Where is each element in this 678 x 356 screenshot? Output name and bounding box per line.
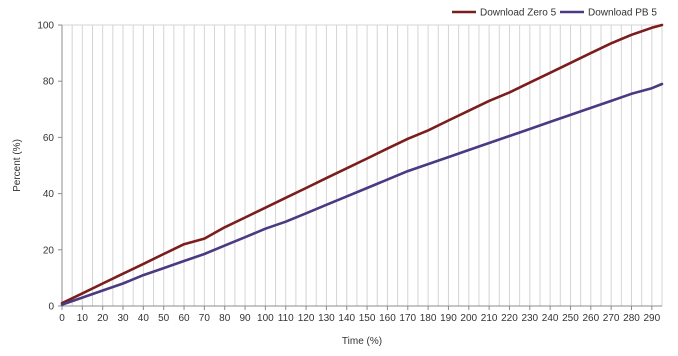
x-tick-label: 200 <box>460 313 477 324</box>
y-tick-label: 80 <box>43 77 55 88</box>
x-tick-label: 250 <box>562 313 579 324</box>
x-tick-label: 190 <box>440 313 457 324</box>
x-tick-label: 240 <box>542 313 559 324</box>
series-lines <box>60 23 664 306</box>
x-tick-label: 280 <box>623 313 640 324</box>
x-tick-label: 260 <box>582 313 599 324</box>
x-tick-label: 220 <box>501 313 518 324</box>
x-tick-label: 40 <box>138 313 150 324</box>
series-line-2 <box>60 82 664 306</box>
x-axis-title: Time (%) <box>342 336 382 347</box>
legend: Download Zero 5 Download PB 5 <box>452 8 657 19</box>
x-tick-label: 160 <box>379 313 396 324</box>
series-line-1 <box>60 23 664 305</box>
x-tick-label: 50 <box>158 313 170 324</box>
y-tick-label: 60 <box>43 133 55 144</box>
x-tick-label: 10 <box>77 313 89 324</box>
x-tick-label: 270 <box>603 313 620 324</box>
x-tick-label: 290 <box>643 313 660 324</box>
legend-label: Download Zero 5 <box>480 8 557 19</box>
x-tick-label: 130 <box>318 313 335 324</box>
x-tick-labels: 0 10 20 30 40 50 60 70 80 90 100 110 120 130 140 150 160… <box>59 306 661 324</box>
y-axis-title: Percent (%) <box>12 139 23 192</box>
x-tick-label: 30 <box>117 313 129 324</box>
y-tick-label: 0 <box>48 302 54 313</box>
x-tick-label: 110 <box>278 313 294 324</box>
legend-label: Download PB 5 <box>588 8 657 19</box>
x-tick-label: 20 <box>97 313 109 324</box>
x-tick-label: 150 <box>359 313 376 324</box>
axes <box>61 25 662 307</box>
x-tick-label: 100 <box>257 313 274 324</box>
y-tick-label: 20 <box>43 245 55 256</box>
x-tick-label: 70 <box>199 313 211 324</box>
x-tick-label: 60 <box>178 313 190 324</box>
grid-lines <box>62 24 663 306</box>
x-tick-label: 120 <box>298 313 315 324</box>
y-tick-labels: 0 20 40 60 80 100 <box>37 21 62 313</box>
y-tick-label: 100 <box>37 21 54 32</box>
x-tick-label: 80 <box>219 313 231 324</box>
x-tick-label: 230 <box>521 313 538 324</box>
y-tick-label: 40 <box>43 189 55 200</box>
x-tick-label: 90 <box>239 313 251 324</box>
x-tick-label: 140 <box>338 313 355 324</box>
x-tick-label: 0 <box>59 313 65 324</box>
x-tick-label: 210 <box>481 313 498 324</box>
x-tick-label: 180 <box>420 313 437 324</box>
x-tick-label: 170 <box>399 313 416 324</box>
